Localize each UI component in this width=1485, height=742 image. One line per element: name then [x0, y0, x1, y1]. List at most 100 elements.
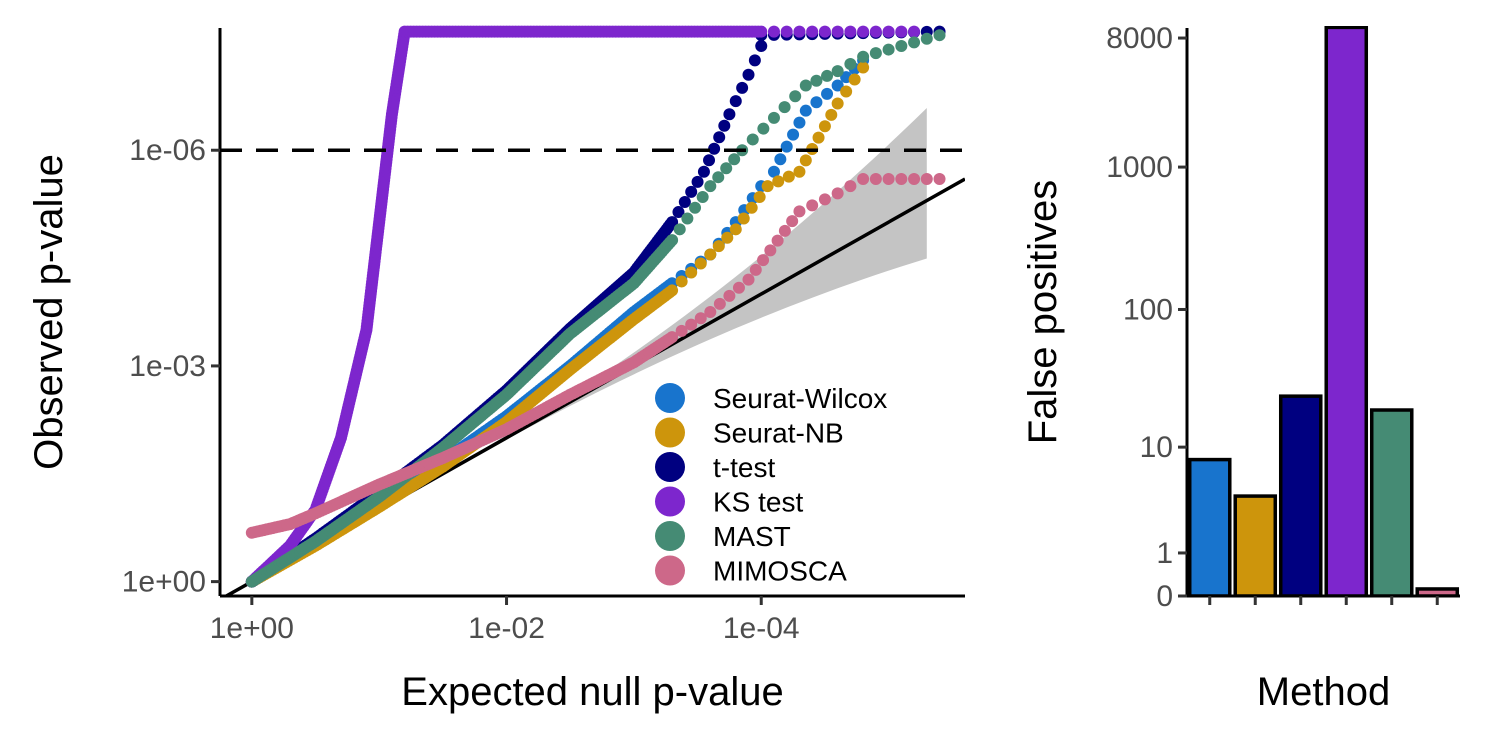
- data-point: [728, 153, 741, 166]
- data-point: [767, 111, 780, 124]
- legend-label: Seurat-NB: [713, 418, 844, 449]
- data-point: [821, 87, 834, 100]
- data-point: [755, 25, 768, 38]
- legend-swatch: [655, 452, 685, 482]
- data-point: [793, 116, 806, 129]
- data-point: [812, 131, 825, 144]
- data-point: [844, 180, 857, 193]
- data-point: [787, 128, 800, 141]
- data-point: [694, 257, 707, 270]
- data-point: [729, 95, 742, 108]
- data-point: [666, 331, 679, 344]
- data-point: [694, 312, 707, 325]
- data-point: [666, 234, 679, 247]
- data-point: [857, 25, 870, 38]
- legend-label: MAST: [713, 521, 791, 552]
- legend-item-seurat-wilcox: Seurat-Wilcox: [655, 383, 887, 414]
- data-point: [882, 172, 895, 185]
- data-point: [704, 248, 717, 261]
- data-point: [681, 212, 694, 225]
- data-point: [857, 50, 870, 63]
- data-point: [748, 54, 761, 67]
- data-point: [704, 180, 717, 193]
- bars-group: [1187, 26, 1460, 596]
- legend-item-t-test: t-test: [655, 452, 775, 483]
- series-ks-test: [245, 25, 921, 588]
- data-point: [767, 25, 780, 38]
- data-point: [933, 29, 946, 42]
- x-tick-label: 1e-02: [468, 612, 545, 645]
- data-point: [778, 224, 791, 237]
- data-point: [696, 190, 709, 203]
- bar-y-tick-label: 10: [1140, 431, 1173, 464]
- qq-series-group: [245, 25, 946, 588]
- series-mimosca: [245, 172, 946, 539]
- data-point: [793, 25, 806, 38]
- legend-label: MIMOSCA: [713, 556, 847, 587]
- qq-axes: [218, 28, 965, 598]
- data-point: [697, 165, 710, 178]
- data-point: [908, 36, 921, 49]
- data-point: [729, 223, 742, 236]
- data-point: [818, 25, 831, 38]
- data-point: [685, 185, 698, 198]
- legend-swatch: [655, 383, 685, 413]
- legend-swatch: [655, 521, 685, 551]
- data-point: [869, 47, 882, 60]
- legend-label: t-test: [713, 452, 775, 483]
- data-point: [780, 25, 793, 38]
- bar-y-axis-title: False positives: [1021, 180, 1065, 445]
- data-point: [821, 69, 834, 82]
- data-point: [857, 172, 870, 185]
- data-point: [704, 306, 717, 318]
- bar-seurat-nb: [1233, 494, 1278, 596]
- data-point: [666, 284, 679, 297]
- data-point: [869, 172, 882, 185]
- data-point: [712, 171, 725, 184]
- data-point: [691, 175, 704, 188]
- data-point: [920, 172, 933, 185]
- bar-ticks: 0 1 10 100 1000 8000: [1106, 22, 1439, 613]
- legend-label: Seurat-Wilcox: [713, 383, 887, 414]
- legend-swatch: [655, 417, 685, 448]
- data-point: [749, 263, 762, 276]
- data-point: [755, 39, 768, 52]
- data-point: [767, 165, 780, 178]
- data-point: [685, 266, 698, 279]
- legend-item-mast: MAST: [655, 521, 791, 552]
- data-point: [810, 74, 823, 87]
- data-point: [789, 90, 802, 103]
- data-point: [672, 206, 685, 219]
- data-point: [908, 25, 921, 38]
- data-point: [840, 85, 853, 98]
- data-point: [895, 25, 908, 38]
- legend-swatch: [655, 486, 685, 517]
- qq-plot-panel: 1e+00 1e-02 1e-04 1e+00 1e-03 1e-06 Expected …: [27, 25, 965, 714]
- data-point: [831, 187, 844, 200]
- legend-item-mimosca: MIMOSCA: [655, 555, 847, 587]
- bar-y-tick-label: 1: [1156, 537, 1173, 570]
- x-tick-label: 1e+00: [210, 612, 294, 645]
- data-point: [673, 223, 686, 236]
- data-point: [723, 289, 736, 302]
- data-point: [713, 131, 726, 144]
- data-point: [831, 65, 844, 78]
- bar-seurat-wilcox: [1187, 457, 1232, 596]
- data-point: [780, 140, 793, 153]
- y-tick-label: 1e-06: [129, 134, 206, 167]
- data-point: [799, 79, 812, 92]
- data-point: [745, 201, 758, 214]
- data-point: [723, 108, 736, 121]
- qq-x-axis-title: Expected null p-value: [401, 670, 783, 714]
- false-positive-bar-panel: 0 1 10 100 1000 8000 Method False positives: [1021, 22, 1460, 714]
- data-point: [818, 193, 831, 206]
- data-point: [825, 108, 838, 121]
- legend-item-ks-test: KS test: [655, 486, 803, 518]
- data-point: [831, 97, 844, 110]
- data-point: [848, 73, 861, 86]
- legend-swatch: [655, 555, 685, 586]
- bar-y-tick-label: 1000: [1106, 151, 1173, 184]
- bar-y-tick-label: 100: [1123, 293, 1173, 326]
